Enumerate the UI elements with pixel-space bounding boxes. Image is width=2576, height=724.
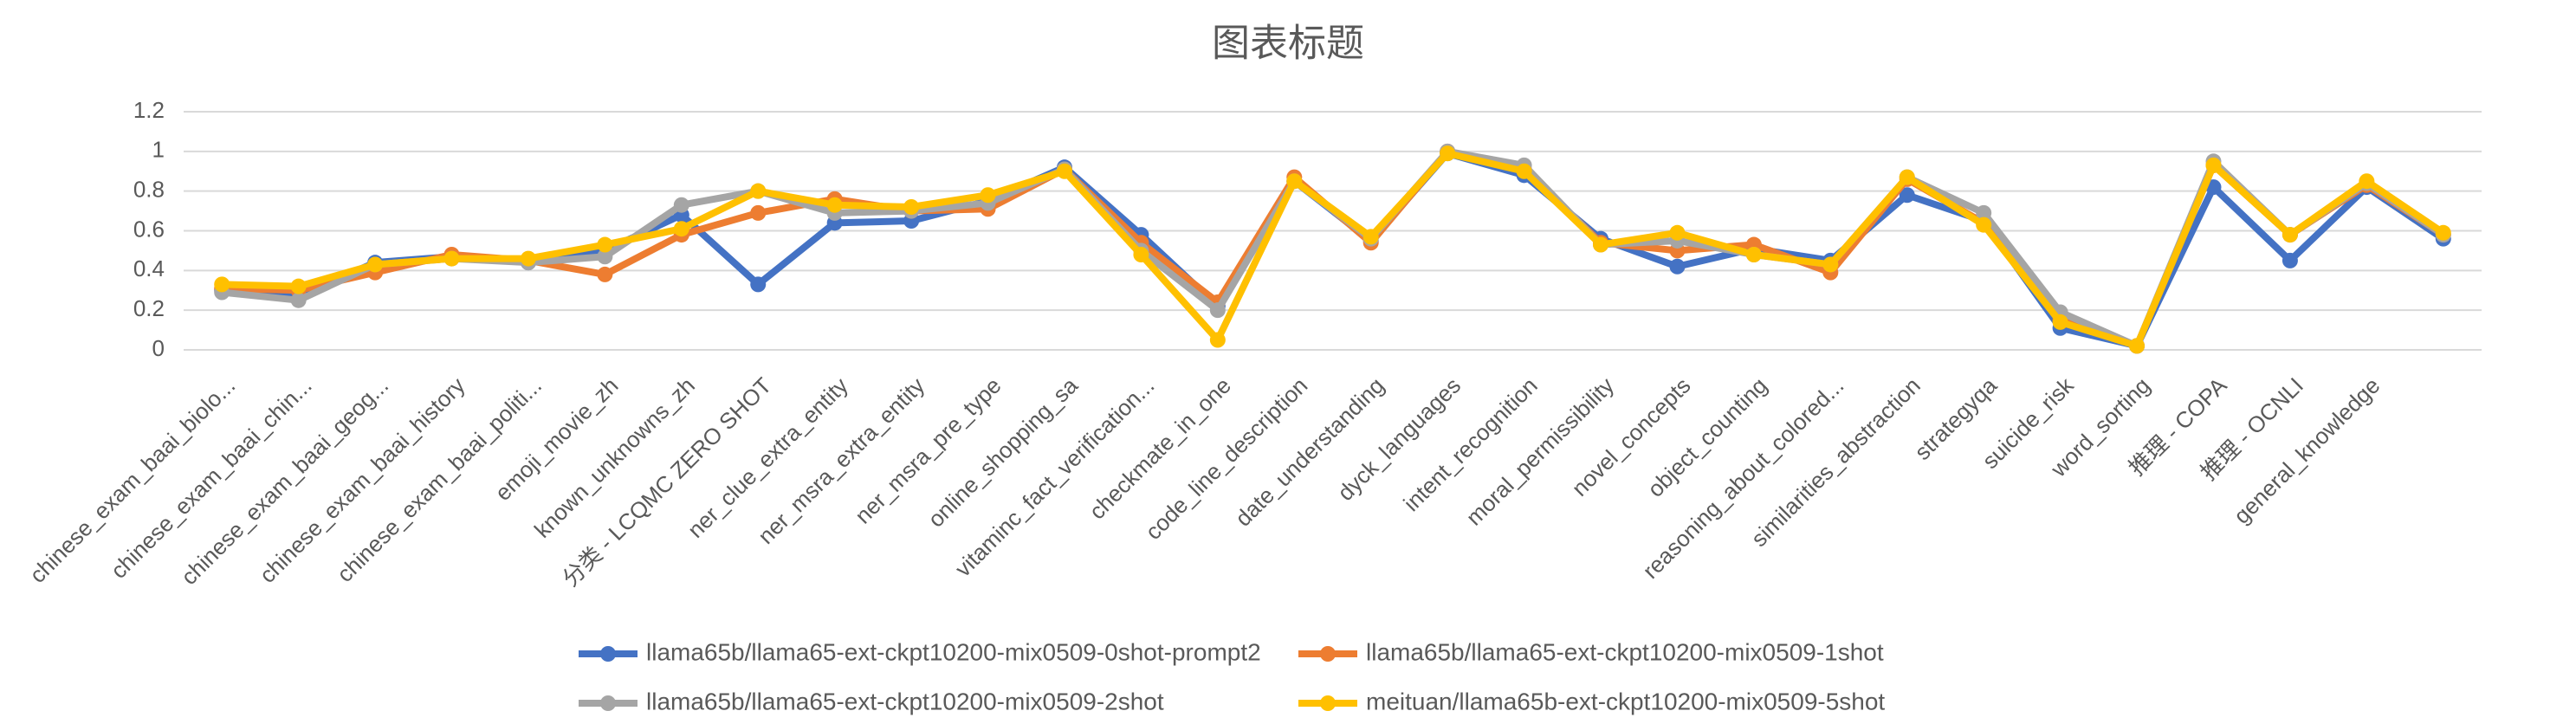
data-point [1133,247,1149,262]
data-point [1976,204,1992,221]
series-line [222,147,2445,350]
x-tick-label: general_knowledge [2229,372,2385,529]
x-tick-label: moral_permissibility [1460,372,1619,531]
legend-label: llama65b/llama65-ext-ckpt10200-mix0509-1… [1366,638,1884,665]
y-tick-label: 1 [152,137,165,163]
x-tick-label: intent_recognition [1398,372,1542,516]
data-point [673,197,689,213]
legend-marker [1320,646,1336,662]
legend-label: llama65b/llama65-ext-ckpt10200-mix0509-0… [646,638,1261,665]
x-tick-label: date_understanding [1230,372,1389,532]
x-tick-label: online_shopping_sa [922,372,1083,533]
data-point [980,187,996,204]
chart-title: 图表标题 [1212,23,1364,65]
data-point [750,183,767,199]
data-point [903,199,920,215]
data-point [443,250,460,267]
data-point [750,276,767,293]
data-point [2129,338,2146,354]
y-tick-label: 0.8 [133,177,165,203]
data-point [1822,256,1839,273]
legend-label: llama65b/llama65-ext-ckpt10200-mix0509-2… [646,688,1164,714]
data-point [367,256,384,273]
series-line [221,147,2446,350]
data-point [1593,236,1609,253]
legend-label: meituan/llama65b-ext-ckpt10200-mix0509-5… [1366,688,1885,714]
data-point [597,266,613,282]
data-point [290,278,307,294]
y-tick-label: 1.2 [133,97,165,123]
legend-marker [1320,695,1336,711]
data-point [1516,163,1532,179]
y-tick-label: 0.4 [133,255,165,281]
data-point [1899,169,1915,185]
data-point [1669,224,1686,241]
data-point [673,221,689,237]
y-tick-label: 0 [152,335,165,361]
data-point [750,204,767,221]
data-point [1056,163,1072,179]
data-point [1745,247,1762,262]
data-point [1286,173,1303,190]
data-point [2205,157,2222,173]
series-line [221,150,2446,350]
data-point [2052,314,2068,330]
data-point [520,250,536,267]
data-point [214,276,230,293]
legend-marker [600,646,616,662]
x-tick-label: ner_msra_pre_type [850,372,1006,529]
data-point [2359,173,2375,190]
data-point [2282,227,2298,243]
data-point [597,236,613,253]
data-point [1899,187,1915,204]
data-point [1209,332,1226,348]
data-point [290,292,307,308]
data-point [1976,217,1992,233]
data-point [1669,258,1686,275]
y-tick-label: 0.6 [133,216,165,242]
data-point [1362,229,1379,245]
series-line [222,150,2446,350]
data-point [2435,224,2451,241]
data-point [826,197,843,213]
x-tick-label: checkmate_in_one [1084,372,1236,525]
legend-marker [600,695,616,711]
data-point [1209,302,1226,319]
y-tick-label: 0.2 [133,295,165,321]
data-point [2282,252,2298,268]
data-point [597,249,613,265]
data-point [1440,145,1456,162]
